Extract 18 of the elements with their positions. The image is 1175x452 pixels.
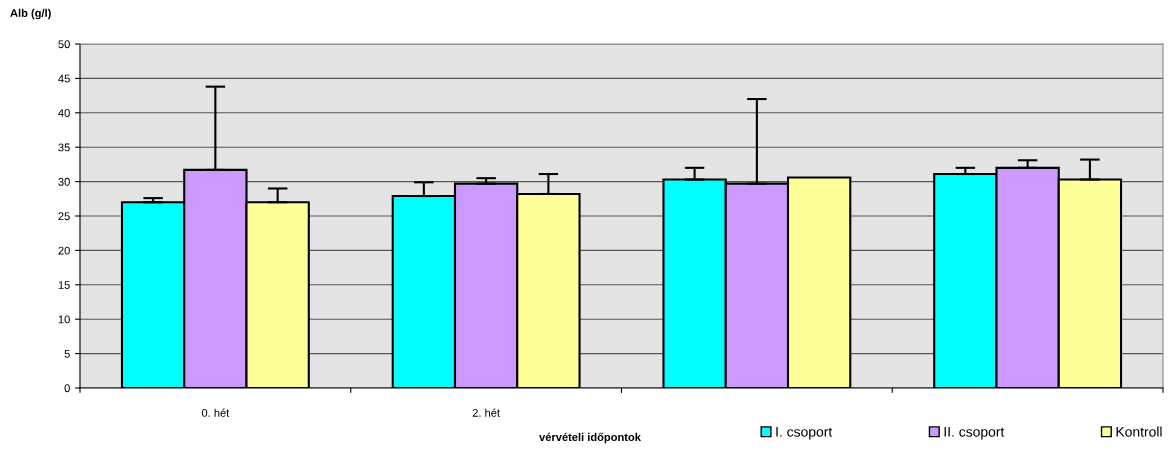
x-tick-label: 0. hét bbox=[201, 408, 230, 417]
legend-label: II. csoport bbox=[944, 427, 1005, 440]
x-axis-title: vérvételi időpontok bbox=[539, 432, 641, 444]
y-tick-label: 50 bbox=[58, 40, 70, 49]
y-tick-label: 5 bbox=[64, 349, 70, 358]
y-tick-label: 35 bbox=[58, 143, 70, 152]
x-tick-label: 2. hét bbox=[472, 408, 500, 417]
y-tick-label: 40 bbox=[58, 109, 70, 117]
y-tick-label: 25 bbox=[58, 212, 70, 221]
y-tick-label: 20 bbox=[58, 246, 70, 255]
y-tick-label: 10 bbox=[58, 315, 70, 324]
y-axis-title: Alb (g/l) bbox=[10, 8, 51, 20]
y-tick-label: 45 bbox=[58, 74, 70, 83]
y-tick-label: 0 bbox=[64, 384, 70, 393]
y-tick-label: 15 bbox=[58, 281, 70, 289]
legend-label: Kontroll bbox=[1116, 426, 1162, 437]
legend-label: I. csoport bbox=[776, 427, 833, 440]
y-tick-label: 30 bbox=[58, 177, 70, 186]
